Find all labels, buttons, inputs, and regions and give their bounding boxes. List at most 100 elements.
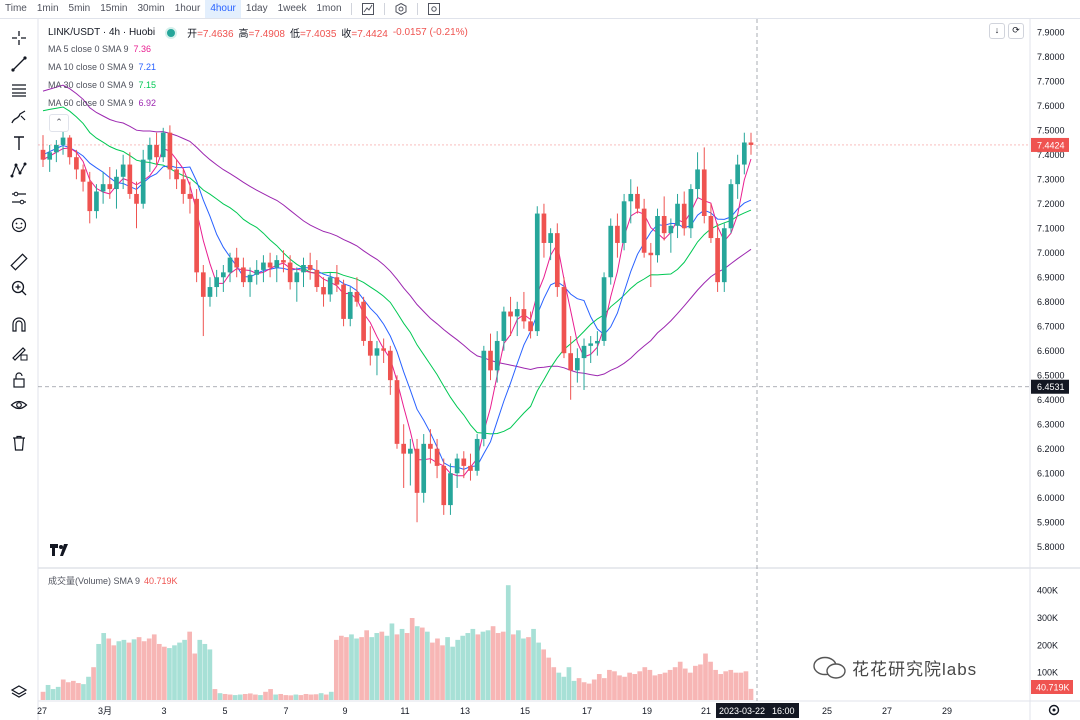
candle-body	[321, 287, 326, 295]
volume-bar	[298, 695, 304, 700]
ma30-legend[interactable]: MA 30 close 0 SMA 9 7.15	[48, 80, 156, 90]
volume-legend[interactable]: 成交量(Volume) SMA 9 40.719K	[48, 574, 178, 587]
crosshair-icon[interactable]	[8, 27, 30, 49]
collapse-legend-button[interactable]: ⌃	[49, 114, 69, 132]
candle-body	[301, 265, 306, 273]
zoom-in-icon[interactable]	[8, 277, 30, 299]
interval-1hour[interactable]: 1hour	[174, 3, 201, 14]
trend-line-icon[interactable]	[8, 53, 30, 75]
time-tick-label: 3	[161, 706, 166, 716]
volume-tick-label: 400K	[1037, 586, 1058, 596]
ma10-legend[interactable]: MA 10 close 0 SMA 9 7.21	[48, 62, 156, 72]
interval-1week[interactable]: 1week	[277, 3, 307, 14]
indicators-icon[interactable]	[361, 2, 375, 16]
time-tick-label: 7	[283, 706, 288, 716]
ruler-icon[interactable]	[8, 251, 30, 273]
time-tick-label: 21	[701, 706, 711, 716]
candle-body	[247, 274, 253, 283]
crosshair-price-box	[1031, 379, 1069, 394]
candle-body	[347, 291, 353, 319]
ma30-value: 7.15	[138, 80, 157, 90]
brush-icon[interactable]	[8, 106, 30, 128]
price-tick-label: 5.9000	[1037, 517, 1065, 527]
volume-bar	[657, 674, 663, 700]
candle-body	[140, 159, 146, 204]
layers-icon[interactable]	[8, 681, 30, 703]
volume-bar	[359, 637, 364, 700]
arrow-down-icon[interactable]: ↓	[989, 23, 1005, 39]
volume-bar	[76, 683, 81, 700]
horizontal-lines-icon[interactable]	[8, 79, 30, 101]
ma5-legend[interactable]: MA 5 close 0 SMA 9 7.36	[48, 44, 151, 54]
volume-bar	[333, 639, 339, 700]
volume-bar	[541, 649, 546, 700]
pattern-icon[interactable]	[8, 159, 30, 181]
ma60-label: MA 60 close 0 SMA 9	[48, 98, 134, 108]
candle-body	[174, 169, 179, 180]
lock-drawings-icon[interactable]	[8, 341, 30, 363]
volume-bar	[662, 672, 668, 700]
volume-bar	[607, 669, 612, 700]
volume-bar	[642, 667, 648, 700]
interval-time[interactable]: Time	[5, 3, 27, 14]
volume-bar	[50, 689, 56, 700]
candle-body	[514, 309, 520, 317]
volume-bar	[632, 674, 638, 700]
trash-icon[interactable]	[8, 432, 30, 454]
interval-5min[interactable]: 5min	[68, 3, 91, 14]
volume-bar	[733, 672, 739, 700]
volume-bar	[450, 646, 455, 700]
candle-body	[541, 213, 547, 243]
volume-bar	[111, 645, 117, 700]
unlock-icon[interactable]	[8, 369, 30, 391]
candle-body	[721, 228, 727, 283]
interval-15min[interactable]: 15min	[100, 3, 128, 14]
text-tool-icon[interactable]	[8, 132, 30, 154]
volume-bar	[237, 694, 243, 700]
volume-bar	[339, 635, 344, 700]
magnet-icon[interactable]	[8, 314, 30, 336]
price-tick-label: 7.1000	[1037, 223, 1065, 233]
candle-body	[267, 262, 273, 268]
candle-body	[468, 465, 473, 471]
candle-body	[80, 169, 86, 182]
volume-bar	[561, 676, 567, 700]
candle-body	[227, 257, 233, 273]
volume-bar	[167, 648, 172, 700]
interval-1day[interactable]: 1day	[245, 3, 268, 14]
candle-body	[47, 152, 53, 160]
candle-body	[241, 267, 246, 283]
candle-body	[488, 350, 493, 371]
time-tick-label: 29	[942, 706, 952, 716]
tradingview-logo-icon[interactable]	[49, 543, 71, 559]
time-tick-label: 5	[222, 706, 227, 716]
volume-bar	[146, 638, 152, 700]
settings-icon[interactable]	[394, 2, 408, 16]
candle-body	[554, 233, 560, 288]
volume-bar	[546, 657, 552, 700]
candle-body	[107, 184, 113, 190]
interval-1mon[interactable]: 1mon	[316, 3, 342, 14]
candle-body	[615, 225, 620, 243]
volume-bar	[273, 694, 278, 700]
prediction-icon[interactable]	[8, 187, 30, 209]
ma60-legend[interactable]: MA 60 close 0 SMA 9 6.92	[48, 98, 156, 108]
refresh-icon[interactable]: ⟳	[1008, 23, 1024, 39]
screenshot-icon[interactable]	[427, 2, 441, 16]
crosshair-time-box	[716, 703, 799, 718]
interval-1min[interactable]: 1min	[36, 3, 59, 14]
candle-body	[274, 260, 280, 268]
volume-bar	[703, 653, 708, 700]
eye-icon[interactable]	[8, 394, 30, 416]
volume-bar	[576, 678, 582, 700]
chart-settings-icon[interactable]	[1048, 704, 1060, 716]
interval-4hour[interactable]: 4hour	[205, 0, 241, 18]
candle-body	[655, 216, 660, 256]
interval-30min[interactable]: 30min	[137, 3, 165, 14]
volume-bar	[151, 634, 157, 700]
price-tick-label: 7.2000	[1037, 199, 1065, 209]
volume-bar	[612, 671, 617, 700]
volume-bar	[318, 693, 324, 700]
emoji-icon[interactable]	[8, 214, 30, 236]
